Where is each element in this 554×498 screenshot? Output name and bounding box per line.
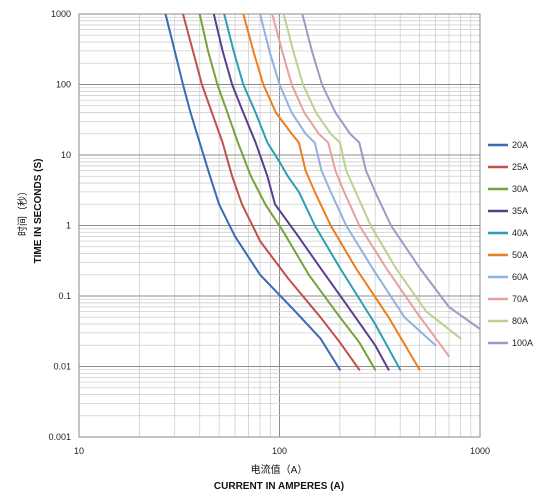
legend-label: 80A — [512, 316, 528, 326]
series-line-20a — [164, 14, 341, 371]
legend-label: 100A — [512, 338, 533, 348]
legend-label: 70A — [512, 294, 528, 304]
grid — [78, 14, 480, 438]
y-tick-label: 100 — [56, 80, 71, 90]
legend-label: 25A — [512, 162, 528, 172]
series-line-25a — [182, 14, 361, 371]
series-line-40a — [223, 14, 402, 371]
legend-label: 50A — [512, 250, 528, 260]
x-tick-labels: 10 100 1000 — [74, 446, 490, 456]
y-tick-label: 10 — [61, 150, 71, 160]
y-tick-label: 0.001 — [48, 432, 71, 442]
plot-frame — [78, 13, 481, 438]
series-line-35a — [212, 14, 390, 371]
series-line-70a — [271, 14, 450, 358]
legend-label: 40A — [512, 228, 528, 238]
x-axis-label: CURRENT IN AMPERES (A) — [214, 481, 344, 492]
series-group — [164, 14, 480, 371]
legend-label: 35A — [512, 206, 528, 216]
y-tick-label: 1000 — [51, 9, 71, 19]
legend-label: 30A — [512, 184, 528, 194]
y-tick-label: 0.01 — [53, 362, 71, 372]
y-axis-label-cn: 时间（秒） — [16, 186, 29, 236]
y-tick-labels: 1000 100 10 1 0.1 0.01 0.001 — [48, 9, 71, 442]
series-line-50a — [242, 14, 421, 371]
y-axis-label: TIME IN SECONDS (S) — [33, 158, 44, 263]
series-line-100a — [301, 14, 480, 330]
x-tick-label: 10 — [74, 446, 84, 456]
legend-label: 20A — [512, 140, 528, 150]
x-tick-label: 1000 — [470, 446, 490, 456]
legend-label: 60A — [512, 272, 528, 282]
series-line-30a — [198, 14, 377, 371]
legend: 20A 25A 30A 35A 40A 50A 60A 70A 80A 100A — [488, 140, 533, 348]
series-line-80a — [282, 14, 462, 340]
x-tick-label: 100 — [272, 446, 287, 456]
x-axis-label-cn: 电流值（A） — [251, 463, 308, 476]
series-line-60a — [259, 14, 437, 347]
y-tick-label: 1 — [66, 221, 71, 231]
y-tick-label: 0.1 — [58, 291, 71, 301]
